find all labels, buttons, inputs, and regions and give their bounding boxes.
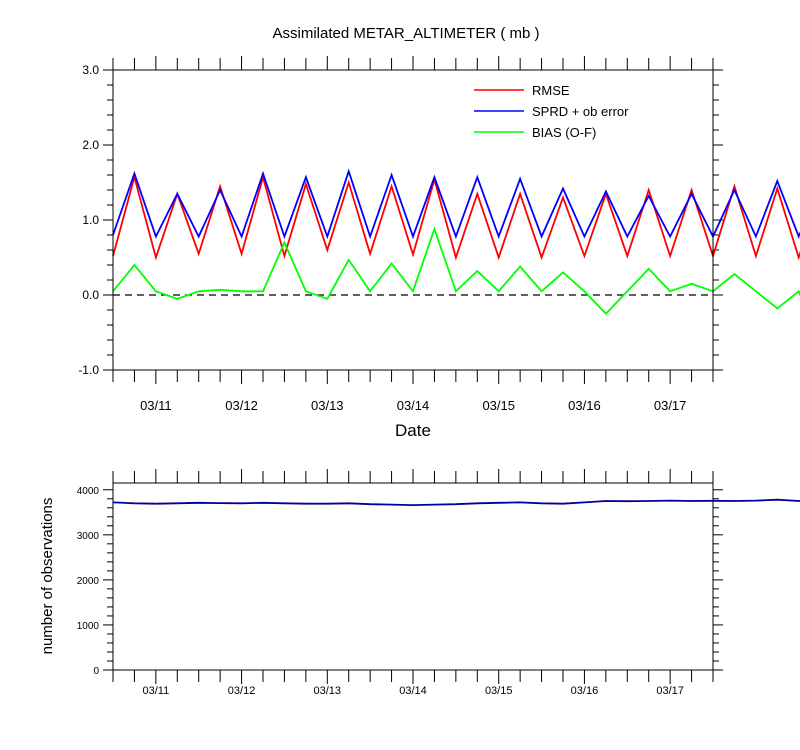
y-tick-label: 3.0: [82, 63, 99, 77]
legend: RMSE SPRD + ob error BIAS (O-F): [474, 83, 629, 140]
x-tick-label: 03/17: [654, 398, 687, 413]
x-tick-label: 03/11: [140, 398, 172, 413]
y-axis-label: number of observations: [39, 498, 56, 655]
series-line-observations: [112, 498, 800, 507]
top-chart-series: [112, 168, 800, 316]
x-tick-label: 03/14: [399, 685, 427, 697]
bottom-chart-frame: [112, 482, 714, 671]
top-chart-ticks: 03/11 03/12 03/13 03/14 03/15 03/16 03/17 3.0 2.…: [78, 56, 723, 413]
bottom-chart-ticks: 03/11 03/12 03/13 03/14 03/15 03/16 03/17 4000 3…: [77, 469, 723, 697]
y-tick-label: 0.0: [82, 288, 99, 302]
x-tick-label: 03/12: [225, 398, 258, 413]
y-tick-label: 3000: [77, 531, 100, 542]
legend-label-bias: BIAS (O-F): [532, 125, 596, 140]
top-chart-frame: [112, 69, 714, 371]
y-tick-label: 2.0: [82, 138, 99, 152]
x-tick-label: 03/13: [311, 398, 344, 413]
bottom-chart-series: [112, 498, 800, 507]
y-tick-label: 2000: [77, 576, 100, 587]
series-line-sprd-ob-error: [112, 168, 800, 240]
series-line-rmse: [112, 173, 800, 261]
x-tick-label: 03/17: [656, 685, 684, 697]
y-tick-label: 1.0: [82, 213, 99, 227]
legend-label-rmse: RMSE: [532, 83, 570, 98]
series-line-bias-o-f: [112, 226, 800, 316]
y-tick-label: 4000: [77, 486, 100, 497]
y-tick-label: 1000: [77, 621, 100, 632]
x-tick-label: 03/11: [142, 685, 169, 697]
chart-title: Assimilated METAR_ALTIMETER ( mb ): [273, 25, 540, 42]
x-tick-label: 03/16: [571, 685, 599, 697]
legend-label-sprd: SPRD + ob error: [532, 104, 629, 119]
x-tick-label: 03/15: [482, 398, 515, 413]
x-axis-label: Date: [395, 421, 431, 440]
x-tick-label: 03/15: [485, 685, 513, 697]
y-tick-label: 0: [93, 666, 99, 677]
y-tick-label: -1.0: [78, 363, 99, 377]
x-tick-label: 03/12: [228, 685, 256, 697]
bottom-chart-panel: 03/11 03/12 03/13 03/14 03/15 03/16 03/17 4000 3…: [39, 469, 800, 697]
top-chart-panel: Assimilated METAR_ALTIMETER ( mb ) 03/11…: [78, 25, 800, 440]
x-tick-label: 03/14: [397, 398, 430, 413]
x-tick-label: 03/16: [568, 398, 601, 413]
x-tick-label: 03/13: [314, 685, 342, 697]
